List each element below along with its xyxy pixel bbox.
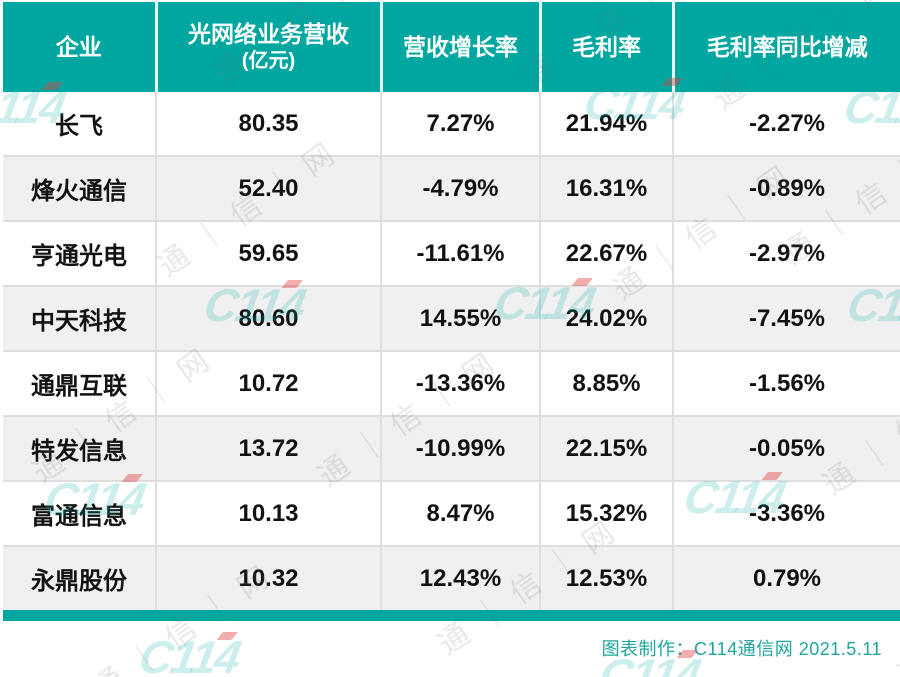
cell-company: 富通信息 <box>3 480 157 547</box>
cell-margin-change: 0.79% <box>672 545 900 610</box>
cell-growth: 8.47% <box>380 480 541 547</box>
cell-margin-change: -0.05% <box>672 415 900 482</box>
cell-company: 中天科技 <box>3 285 157 352</box>
col-header-margin: 毛利率 <box>540 2 675 92</box>
cell-company: 亨通光电 <box>3 220 157 287</box>
cell-growth: 7.27% <box>380 92 541 157</box>
cell-revenue: 59.65 <box>155 220 382 287</box>
cell-margin-change: -3.36% <box>672 480 900 547</box>
cell-growth: 14.55% <box>380 285 541 352</box>
col-header-margin-label: 毛利率 <box>572 33 641 60</box>
col-header-company: 企业 <box>3 2 158 92</box>
table-bottom-bar <box>3 610 900 621</box>
cell-margin-change: -2.97% <box>672 220 900 287</box>
table-row: 烽火通信 52.40 -4.79% 16.31% -0.89% <box>3 155 900 222</box>
cell-company: 长飞 <box>3 92 157 157</box>
cell-margin: 16.31% <box>539 155 674 222</box>
cell-growth: 12.43% <box>380 545 541 610</box>
col-header-growth-label: 营收增长率 <box>403 33 518 60</box>
col-header-company-label: 企业 <box>55 33 102 60</box>
table-row: 富通信息 10.13 8.47% 15.32% -3.36% <box>3 480 900 547</box>
data-table: 企业 光网络业务营收 (亿元) 营收增长率 毛利率 毛利率同比增减 长飞 80.… <box>3 2 900 610</box>
cell-growth: -13.36% <box>380 350 541 417</box>
cell-margin: 22.67% <box>539 220 674 287</box>
table-row: 特发信息 13.72 -10.99% 22.15% -0.05% <box>3 415 900 482</box>
table-row: 永鼎股份 10.32 12.43% 12.53% 0.79% <box>3 545 900 610</box>
col-header-margin-change: 毛利率同比增减 <box>673 2 900 92</box>
col-header-margin-change-label: 毛利率同比增减 <box>706 33 868 60</box>
header-row: 企业 光网络业务营收 (亿元) 营收增长率 毛利率 毛利率同比增减 <box>3 2 900 92</box>
cell-margin: 24.02% <box>539 285 674 352</box>
table-graphic: 企业 光网络业务营收 (亿元) 营收增长率 毛利率 毛利率同比增减 长飞 80.… <box>3 2 900 661</box>
table-row: 长飞 80.35 7.27% 21.94% -2.27% <box>3 92 900 157</box>
cell-margin: 22.15% <box>539 415 674 482</box>
cell-growth: -4.79% <box>380 155 541 222</box>
col-header-growth: 营收增长率 <box>381 2 542 92</box>
table-row: 中天科技 80.60 14.55% 24.02% -7.45% <box>3 285 900 352</box>
cell-margin: 8.85% <box>539 350 674 417</box>
cell-margin-change: -2.27% <box>672 92 900 157</box>
cell-revenue: 13.72 <box>155 415 382 482</box>
col-header-revenue-label: 光网络业务营收 <box>188 21 349 48</box>
col-header-revenue-unit: (亿元) <box>241 49 296 72</box>
cell-company: 烽火通信 <box>3 155 157 222</box>
cell-growth: -10.99% <box>380 415 541 482</box>
col-header-revenue: 光网络业务营收 (亿元) <box>156 2 383 92</box>
cell-revenue: 80.60 <box>155 285 382 352</box>
cell-margin: 15.32% <box>539 480 674 547</box>
cell-margin-change: -7.45% <box>672 285 900 352</box>
cell-company: 永鼎股份 <box>3 545 157 610</box>
cell-revenue: 52.40 <box>155 155 382 222</box>
cell-revenue: 10.32 <box>155 545 382 610</box>
cell-margin: 12.53% <box>539 545 674 610</box>
table-row: 通鼎互联 10.72 -13.36% 8.85% -1.56% <box>3 350 900 417</box>
cell-growth: -11.61% <box>380 220 541 287</box>
cell-margin-change: -1.56% <box>672 350 900 417</box>
cell-company: 特发信息 <box>3 415 157 482</box>
cell-company: 通鼎互联 <box>3 350 157 417</box>
cell-revenue: 10.13 <box>155 480 382 547</box>
cell-margin-change: -0.89% <box>672 155 900 222</box>
cell-revenue: 80.35 <box>155 92 382 157</box>
table-row: 亨通光电 59.65 -11.61% 22.67% -2.97% <box>3 220 900 287</box>
cell-revenue: 10.72 <box>155 350 382 417</box>
footer-credit: 图表制作：C114通信网 2021.5.11 <box>601 639 882 659</box>
cell-margin: 21.94% <box>539 92 674 157</box>
